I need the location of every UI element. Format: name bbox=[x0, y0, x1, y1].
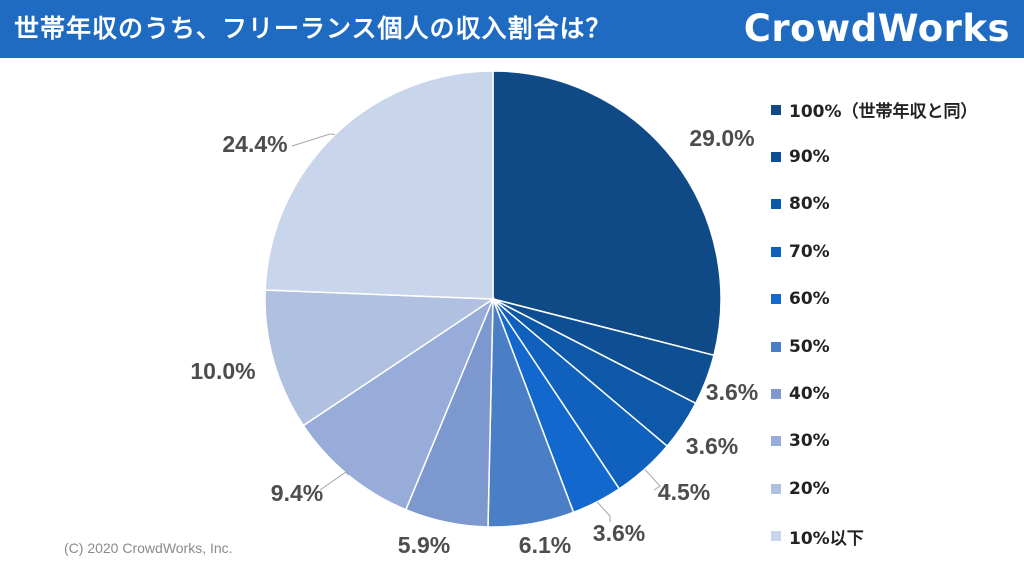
legend-swatch bbox=[771, 246, 781, 257]
legend-item-5: 50% bbox=[771, 323, 978, 370]
legend-label: 70% bbox=[789, 241, 830, 262]
data-label-3: 4.5% bbox=[658, 479, 710, 505]
legend-item-2: 80% bbox=[771, 181, 978, 228]
pie-slice-8 bbox=[264, 289, 496, 427]
legend-swatch bbox=[771, 483, 781, 494]
legend-label: 10%以下 bbox=[789, 528, 864, 549]
legend-label: 100%（世帯年収と同） bbox=[789, 102, 978, 123]
copyright-text: (C) 2020 CrowdWorks, Inc. bbox=[64, 540, 233, 556]
leader-line-9 bbox=[291, 133, 336, 147]
data-label-5: 6.1% bbox=[519, 532, 571, 558]
legend-item-9: 10%以下 bbox=[771, 513, 978, 560]
data-label-8: 10.0% bbox=[190, 358, 255, 384]
legend-label: 30% bbox=[789, 431, 830, 452]
legend-label: 80% bbox=[789, 194, 830, 215]
header-bar: 世帯年収のうち、フリーランス個人の収入割合は？ CrowdWorks bbox=[0, 0, 1024, 58]
legend-label: 50% bbox=[789, 336, 830, 357]
data-label-1: 3.6% bbox=[706, 379, 758, 405]
legend-swatch bbox=[771, 341, 781, 352]
pie-slice-7 bbox=[302, 297, 495, 511]
pie-slice-0 bbox=[492, 70, 722, 357]
legend-swatch bbox=[771, 294, 781, 305]
legend-swatch bbox=[771, 531, 781, 542]
legend-item-1: 90% bbox=[771, 133, 978, 180]
data-label-7: 9.4% bbox=[271, 480, 323, 506]
data-label-0: 29.0% bbox=[689, 125, 754, 151]
legend-item-7: 30% bbox=[771, 418, 978, 465]
legend-swatch bbox=[771, 152, 781, 163]
legend-swatch bbox=[771, 199, 781, 210]
legend-label: 90% bbox=[789, 147, 830, 168]
chart-legend: 100%（世帯年収と同） 90% 80% 70% 60% 50% 40% 30% 20% 10%以… bbox=[771, 86, 978, 560]
legend-item-3: 70% bbox=[771, 228, 978, 275]
legend-label: 20% bbox=[789, 478, 830, 499]
legend-item-6: 40% bbox=[771, 370, 978, 417]
legend-item-4: 60% bbox=[771, 276, 978, 323]
legend-swatch bbox=[771, 436, 781, 447]
leader-line-7 bbox=[319, 471, 349, 491]
leader-line-4 bbox=[596, 501, 611, 522]
leader-line-3 bbox=[644, 468, 661, 491]
data-label-6: 5.9% bbox=[398, 532, 450, 558]
legend-item-8: 20% bbox=[771, 465, 978, 512]
data-label-4: 3.6% bbox=[593, 520, 645, 546]
pie-slice-9 bbox=[264, 70, 494, 300]
crowdworks-logo: CrowdWorks bbox=[743, 7, 1010, 50]
legend-item-0: 100%（世帯年収と同） bbox=[771, 86, 978, 133]
page-title: 世帯年収のうち、フリーランス個人の収入割合は？ bbox=[14, 14, 612, 43]
legend-swatch bbox=[771, 104, 781, 115]
data-label-2: 3.6% bbox=[686, 433, 738, 459]
data-label-9: 24.4% bbox=[222, 131, 287, 157]
legend-swatch bbox=[771, 389, 781, 400]
legend-label: 60% bbox=[789, 289, 830, 310]
legend-label: 40% bbox=[789, 384, 830, 405]
